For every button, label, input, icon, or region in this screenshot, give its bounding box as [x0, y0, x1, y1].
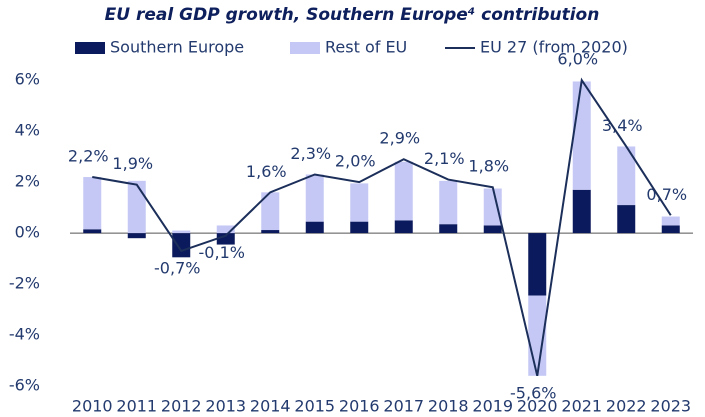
bar-segment — [127, 180, 146, 234]
x-tick-label: 2018 — [428, 397, 469, 416]
data-label: 2,2% — [68, 147, 109, 166]
data-label: 2,9% — [379, 129, 420, 148]
data-label: 2,3% — [290, 144, 331, 163]
data-label: 6,0% — [557, 50, 598, 69]
x-tick-label: 2011 — [116, 397, 157, 416]
bar-segment — [439, 180, 458, 225]
chart-title: EU real GDP growth, Southern Europe⁴ con… — [105, 5, 600, 25]
legend-label: EU 27 (from 2020) — [480, 38, 628, 57]
bar-segment — [394, 161, 413, 221]
y-tick-label: 4% — [15, 121, 40, 140]
bar-segment — [617, 146, 636, 206]
x-tick-label: 2017 — [383, 397, 424, 416]
bar-segment — [483, 225, 502, 234]
x-tick-label: 2021 — [561, 397, 602, 416]
x-tick-label: 2022 — [606, 397, 647, 416]
bar-segment — [528, 233, 547, 296]
y-tick-label: -6% — [9, 376, 40, 395]
legend-label: Rest of EU — [325, 38, 407, 57]
data-label: -0,1% — [199, 243, 245, 262]
data-label: -0,7% — [154, 258, 200, 277]
bar-segment — [172, 230, 191, 234]
bar-segment — [305, 221, 324, 234]
y-tick-label: -4% — [9, 325, 40, 344]
bar-segment — [617, 205, 636, 234]
data-label: 1,6% — [246, 162, 287, 181]
bar-segment — [483, 188, 502, 226]
data-label: 1,8% — [468, 157, 509, 176]
data-label: 1,9% — [112, 154, 153, 173]
bar-segment — [572, 189, 591, 234]
y-tick-label: 2% — [15, 172, 40, 191]
bar-segment — [661, 216, 680, 226]
bar-segment — [439, 224, 458, 234]
x-tick-label: 2023 — [650, 397, 691, 416]
data-label: 2,1% — [424, 149, 465, 168]
bar-segment — [305, 174, 324, 222]
data-label: -5,6% — [510, 383, 556, 402]
line — [92, 77, 672, 377]
x-tick-label: 2020 — [517, 397, 558, 416]
legend-symbol — [290, 42, 320, 54]
x-tick-label: 2013 — [205, 397, 246, 416]
bar-segment — [661, 225, 680, 234]
bar-segment — [394, 220, 413, 234]
bar-segment — [350, 221, 369, 234]
data-label: 2,0% — [335, 152, 376, 171]
bar-segment — [350, 183, 369, 222]
bar-segment — [261, 192, 280, 231]
data-label: 3,4% — [602, 116, 643, 135]
bar-segment — [83, 177, 102, 230]
bar-segment — [127, 233, 146, 239]
x-tick-label: 2015 — [294, 397, 335, 416]
x-tick-label: 2014 — [250, 397, 291, 416]
x-tick-label: 2019 — [472, 397, 513, 416]
legend-label: Southern Europe — [110, 38, 244, 57]
y-tick-label: 0% — [15, 223, 40, 242]
bar-segment — [216, 225, 235, 234]
bar-segment — [572, 81, 591, 190]
x-tick-label: 2012 — [161, 397, 202, 416]
bar-segment — [172, 233, 191, 258]
y-tick-label: -2% — [9, 274, 40, 293]
legend-symbol — [75, 42, 105, 54]
x-tick-label: 2010 — [72, 397, 113, 416]
bar-segment — [83, 229, 102, 234]
bar-segment — [216, 233, 235, 245]
x-tick-label: 2016 — [339, 397, 380, 416]
y-tick-label: 6% — [15, 70, 40, 89]
data-label: 0,7% — [646, 185, 687, 204]
bar-segment — [261, 230, 280, 234]
